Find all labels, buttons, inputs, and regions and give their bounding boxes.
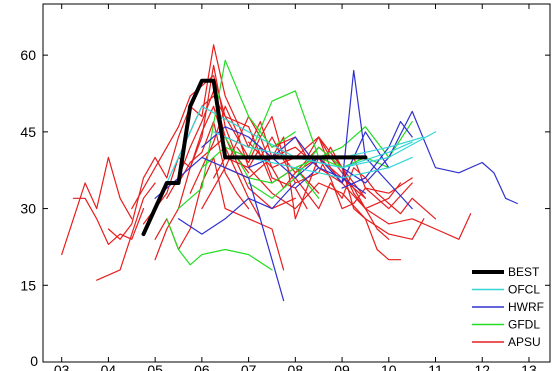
x-tick-label: 04	[101, 362, 117, 371]
x-tick-label: 08	[288, 362, 304, 371]
legend-label-best: BEST	[508, 265, 540, 279]
hwrf-series-line	[294, 167, 366, 194]
y-axis-ticks: 15 30 45 60 0	[20, 47, 550, 369]
x-axis-ticks: 03 04 05 06 07 08 09 10 11 12 13	[54, 4, 537, 371]
apsu-series-line	[201, 121, 472, 240]
x-tick-label: 11	[428, 362, 443, 371]
apsu-series-line	[107, 44, 250, 240]
x-tick-label: 12	[474, 362, 490, 371]
x-tick-label: 13	[521, 362, 537, 371]
legend: BEST OFCL HWRF GFDL APSU	[472, 265, 544, 349]
gfdl-series-line	[166, 218, 273, 271]
plot-lines	[61, 44, 518, 302]
legend-label-gfdl: GFDL	[508, 318, 540, 332]
hwrf-series-line	[341, 110, 518, 205]
plot-frame	[42, 3, 551, 363]
hwrf-series-line	[318, 69, 413, 210]
ofcl-series-line	[294, 141, 413, 169]
x-tick-label: 06	[194, 362, 210, 371]
apsu-series-line	[96, 182, 156, 281]
y-tick-label: 30	[20, 201, 36, 217]
apsu-series-line	[154, 64, 250, 261]
x-tick-label: 03	[54, 362, 70, 371]
apsu-series-line	[72, 197, 145, 245]
apsu-series-line	[154, 156, 285, 271]
legend-label-ofcl: OFCL	[508, 283, 540, 297]
legend-label-apsu: APSU	[508, 335, 541, 349]
apsu-series-line	[61, 156, 133, 256]
y-tick-label-zero: 0	[30, 353, 38, 369]
y-tick-label: 60	[20, 47, 36, 63]
x-tick-label: 09	[334, 362, 350, 371]
ofcl-series-line	[248, 156, 413, 179]
apsu-series-line	[224, 136, 366, 220]
x-tick-label: 05	[147, 362, 163, 371]
apsu-series-line	[248, 141, 413, 210]
legend-label-hwrf: HWRF	[508, 300, 544, 314]
x-tick-label: 07	[241, 362, 257, 371]
x-tick-label: 10	[381, 362, 397, 371]
y-tick-label: 45	[20, 124, 36, 140]
y-tick-label: 15	[20, 277, 36, 293]
hwrf-series-line	[177, 182, 296, 235]
gfdl-series-line	[224, 136, 320, 199]
best-series-line	[141, 78, 368, 237]
gfdl-series-line	[177, 59, 296, 210]
